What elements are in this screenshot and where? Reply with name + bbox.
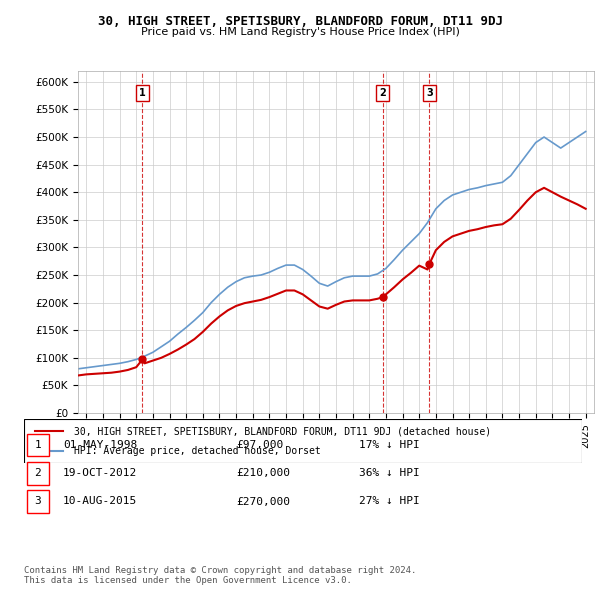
Text: Price paid vs. HM Land Registry's House Price Index (HPI): Price paid vs. HM Land Registry's House …: [140, 27, 460, 37]
FancyBboxPatch shape: [27, 490, 49, 513]
Text: 19-OCT-2012: 19-OCT-2012: [63, 468, 137, 478]
FancyBboxPatch shape: [27, 434, 49, 456]
Text: £210,000: £210,000: [236, 468, 290, 478]
Text: 2: 2: [35, 468, 41, 478]
Text: 1: 1: [35, 440, 41, 450]
FancyBboxPatch shape: [27, 462, 49, 484]
Text: 30, HIGH STREET, SPETISBURY, BLANDFORD FORUM, DT11 9DJ: 30, HIGH STREET, SPETISBURY, BLANDFORD F…: [97, 15, 503, 28]
Text: 2: 2: [379, 88, 386, 98]
Text: 36% ↓ HPI: 36% ↓ HPI: [359, 468, 419, 478]
Text: 3: 3: [426, 88, 433, 98]
Text: 27% ↓ HPI: 27% ↓ HPI: [359, 497, 419, 506]
FancyBboxPatch shape: [24, 419, 582, 463]
Text: 30, HIGH STREET, SPETISBURY, BLANDFORD FORUM, DT11 9DJ (detached house): 30, HIGH STREET, SPETISBURY, BLANDFORD F…: [74, 427, 491, 436]
Text: HPI: Average price, detached house, Dorset: HPI: Average price, detached house, Dors…: [74, 446, 321, 455]
Text: 10-AUG-2015: 10-AUG-2015: [63, 497, 137, 506]
Text: £270,000: £270,000: [236, 497, 290, 506]
Text: 3: 3: [35, 497, 41, 506]
Text: This data is licensed under the Open Government Licence v3.0.: This data is licensed under the Open Gov…: [24, 576, 352, 585]
Text: £97,000: £97,000: [236, 440, 283, 450]
Text: 01-MAY-1998: 01-MAY-1998: [63, 440, 137, 450]
Text: 1: 1: [139, 88, 146, 98]
Text: 17% ↓ HPI: 17% ↓ HPI: [359, 440, 419, 450]
Text: Contains HM Land Registry data © Crown copyright and database right 2024.: Contains HM Land Registry data © Crown c…: [24, 566, 416, 575]
